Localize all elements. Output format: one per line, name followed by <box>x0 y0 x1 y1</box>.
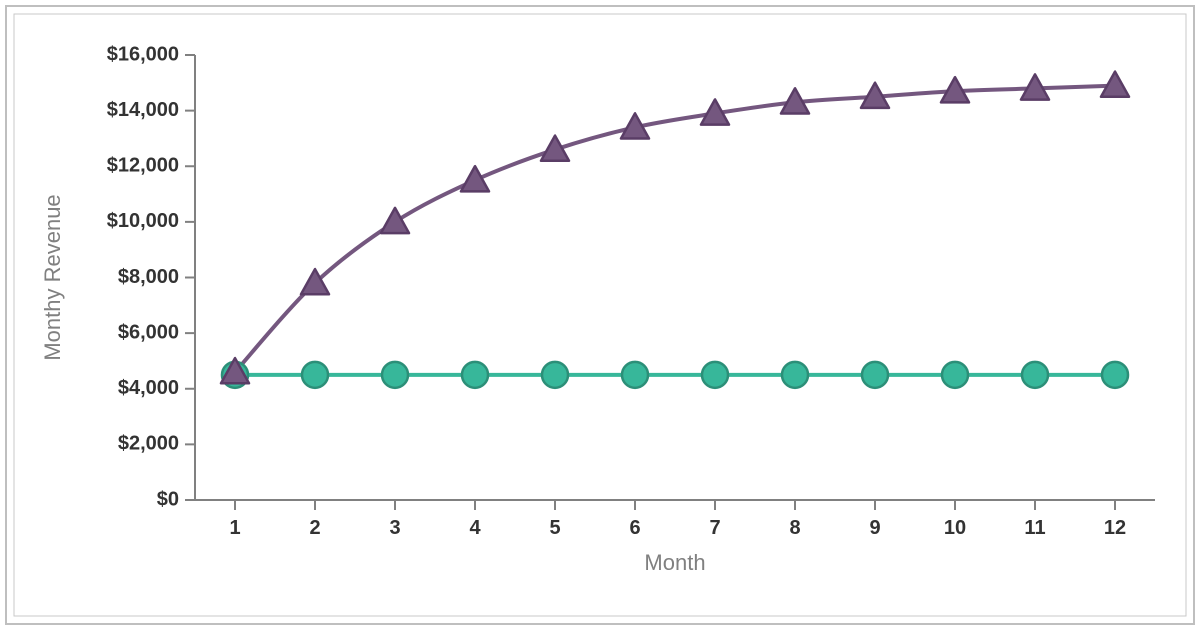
x-axis-title: Month <box>644 550 705 575</box>
series-marker-flat <box>302 362 328 388</box>
x-axis-tick-label: 12 <box>1104 517 1126 539</box>
x-axis-tick-label: 4 <box>469 517 481 539</box>
series-marker-flat <box>1022 362 1048 388</box>
y-axis-tick-label: $12,000 <box>107 155 179 177</box>
series-marker-flat <box>622 362 648 388</box>
y-axis-tick-label: $8,000 <box>118 266 179 288</box>
x-axis-tick-label: 7 <box>709 517 720 539</box>
y-axis-tick-label: $2,000 <box>118 433 179 455</box>
x-axis-tick-label: 6 <box>629 517 640 539</box>
y-axis-tick-label: $16,000 <box>107 43 179 65</box>
y-axis-tick-label: $4,000 <box>118 377 179 399</box>
series-marker-flat <box>382 362 408 388</box>
x-axis-tick-label: 8 <box>789 517 800 539</box>
x-axis-tick-label: 1 <box>229 517 240 539</box>
x-axis-tick-label: 11 <box>1024 517 1045 539</box>
series-marker-flat <box>1102 362 1128 388</box>
series-marker-flat <box>782 362 808 388</box>
y-axis-tick-label: $10,000 <box>107 210 179 232</box>
series-marker-flat <box>462 362 488 388</box>
y-axis-tick-label: $14,000 <box>107 99 179 121</box>
y-axis-tick-label: $0 <box>157 488 179 510</box>
series-marker-flat <box>542 362 568 388</box>
x-axis-tick-label: 10 <box>944 517 966 539</box>
revenue-chart: $0 $2,000 $4,000 $6,000 $8,000 $10,000 $12,000… <box>0 0 1200 630</box>
series-marker-flat <box>862 362 888 388</box>
x-axis-tick-label: 3 <box>389 517 400 539</box>
x-axis-tick-label: 2 <box>309 517 320 539</box>
x-axis-tick-label: 9 <box>869 517 880 539</box>
series-marker-flat <box>702 362 728 388</box>
series-marker-flat <box>942 362 968 388</box>
y-axis-title: Monthy Revenue <box>40 194 65 360</box>
x-axis-tick-label: 5 <box>549 517 560 539</box>
y-axis-tick-label: $6,000 <box>118 321 179 343</box>
